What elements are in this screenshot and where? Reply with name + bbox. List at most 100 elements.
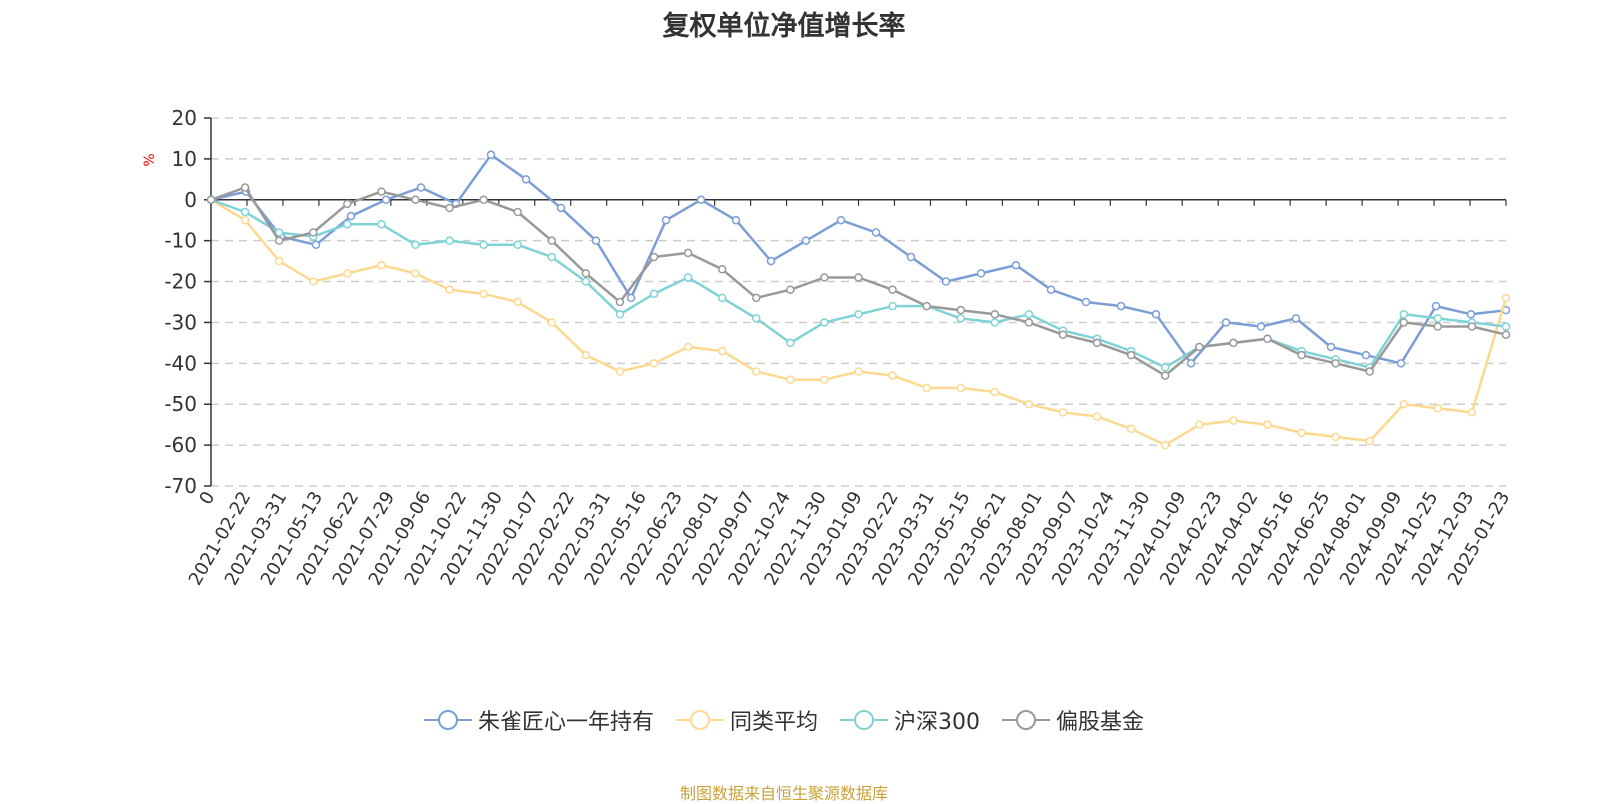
data-point-3-35[interactable] bbox=[1399, 318, 1409, 327]
data-point-1-1[interactable] bbox=[240, 215, 250, 225]
data-point-3-25[interactable] bbox=[1058, 330, 1068, 339]
data-point-0-12[interactable] bbox=[626, 293, 636, 303]
data-point-3-20[interactable] bbox=[888, 285, 897, 294]
data-point-2-35[interactable] bbox=[1399, 310, 1409, 319]
data-point-3-14[interactable] bbox=[683, 248, 693, 258]
data-point-2-18[interactable] bbox=[820, 318, 829, 327]
data-point-0-15[interactable] bbox=[731, 215, 741, 225]
data-point-0-33[interactable] bbox=[1361, 350, 1371, 360]
data-point-0-21[interactable] bbox=[941, 277, 951, 286]
data-point-1-31[interactable] bbox=[1263, 420, 1272, 429]
data-point-1-21[interactable] bbox=[922, 383, 931, 393]
data-point-1-33[interactable] bbox=[1331, 432, 1340, 442]
data-point-3-30[interactable] bbox=[1229, 338, 1238, 348]
data-point-0-35[interactable] bbox=[1431, 301, 1441, 311]
data-point-3-19[interactable] bbox=[854, 273, 863, 282]
data-point-3-21[interactable] bbox=[922, 301, 931, 311]
data-point-1-14[interactable] bbox=[683, 342, 693, 352]
data-point-2-19[interactable] bbox=[854, 310, 863, 319]
data-point-2-20[interactable] bbox=[888, 301, 897, 311]
data-point-2-16[interactable] bbox=[752, 314, 761, 323]
data-point-3-0[interactable] bbox=[206, 195, 216, 205]
legend-item-zhuque[interactable]: 朱雀匠心一年持有 bbox=[423, 704, 654, 736]
data-point-3-1[interactable] bbox=[240, 183, 250, 192]
data-point-2-9[interactable] bbox=[513, 240, 522, 250]
data-point-2-6[interactable] bbox=[411, 240, 420, 250]
data-point-3-10[interactable] bbox=[547, 236, 557, 245]
legend-item-category-average[interactable]: 同类平均 bbox=[675, 704, 818, 736]
legend-item-equity-fund[interactable]: 偏股基金 bbox=[1002, 704, 1144, 736]
data-point-3-3[interactable] bbox=[308, 228, 318, 237]
data-point-3-4[interactable] bbox=[343, 199, 352, 209]
data-point-1-36[interactable] bbox=[1433, 404, 1443, 413]
data-point-0-31[interactable] bbox=[1291, 314, 1301, 323]
data-point-3-29[interactable] bbox=[1195, 342, 1204, 352]
data-point-1-3[interactable] bbox=[308, 277, 318, 286]
data-point-3-7[interactable] bbox=[445, 203, 454, 213]
data-point-3-12[interactable] bbox=[615, 297, 625, 307]
data-point-3-33[interactable] bbox=[1331, 359, 1340, 368]
data-point-0-27[interactable] bbox=[1151, 310, 1161, 319]
data-point-1-25[interactable] bbox=[1058, 408, 1068, 417]
data-point-3-13[interactable] bbox=[649, 252, 659, 262]
data-point-1-5[interactable] bbox=[377, 260, 386, 270]
data-point-2-5[interactable] bbox=[377, 220, 386, 229]
data-point-3-9[interactable] bbox=[513, 207, 522, 217]
data-point-1-37[interactable] bbox=[1467, 408, 1477, 417]
data-point-0-22[interactable] bbox=[976, 269, 986, 278]
data-point-0-32[interactable] bbox=[1326, 342, 1336, 352]
data-point-1-4[interactable] bbox=[343, 269, 352, 278]
data-point-3-28[interactable] bbox=[1160, 371, 1170, 380]
data-point-1-35[interactable] bbox=[1399, 399, 1409, 409]
data-point-0-14[interactable] bbox=[696, 195, 706, 205]
data-point-1-7[interactable] bbox=[445, 285, 454, 294]
legend-item-hs300[interactable]: 沪深300 bbox=[840, 704, 980, 736]
data-point-0-36[interactable] bbox=[1466, 310, 1476, 319]
data-point-3-24[interactable] bbox=[1024, 318, 1034, 327]
data-point-1-11[interactable] bbox=[581, 350, 591, 360]
data-point-1-8[interactable] bbox=[479, 289, 488, 299]
data-point-0-9[interactable] bbox=[521, 175, 531, 184]
data-point-1-17[interactable] bbox=[786, 375, 795, 384]
data-point-1-28[interactable] bbox=[1160, 440, 1170, 450]
data-point-3-11[interactable] bbox=[581, 269, 591, 278]
data-point-2-22[interactable] bbox=[956, 314, 965, 323]
data-point-2-15[interactable] bbox=[717, 293, 727, 303]
data-point-3-8[interactable] bbox=[479, 195, 488, 205]
data-point-2-10[interactable] bbox=[547, 252, 557, 262]
data-point-2-12[interactable] bbox=[615, 310, 625, 319]
data-point-3-16[interactable] bbox=[752, 293, 761, 303]
data-point-2-24[interactable] bbox=[1024, 310, 1034, 319]
data-point-0-16[interactable] bbox=[766, 256, 776, 266]
data-point-1-30[interactable] bbox=[1229, 416, 1238, 425]
data-point-0-4[interactable] bbox=[346, 211, 356, 221]
data-point-3-15[interactable] bbox=[717, 265, 727, 274]
data-point-3-18[interactable] bbox=[820, 273, 829, 282]
data-point-3-32[interactable] bbox=[1297, 350, 1306, 360]
data-point-3-37[interactable] bbox=[1467, 322, 1477, 331]
data-point-0-30[interactable] bbox=[1256, 322, 1266, 331]
data-point-1-38[interactable] bbox=[1501, 293, 1511, 303]
data-point-1-13[interactable] bbox=[649, 359, 659, 368]
data-point-0-28[interactable] bbox=[1186, 359, 1196, 368]
data-point-2-1[interactable] bbox=[240, 207, 250, 217]
data-point-0-8[interactable] bbox=[486, 150, 496, 160]
data-point-0-20[interactable] bbox=[906, 252, 916, 262]
data-point-3-34[interactable] bbox=[1365, 367, 1374, 376]
data-point-1-12[interactable] bbox=[615, 367, 625, 376]
data-point-0-5[interactable] bbox=[381, 195, 391, 205]
data-point-2-4[interactable] bbox=[343, 220, 352, 229]
data-point-1-24[interactable] bbox=[1024, 399, 1034, 409]
data-point-1-26[interactable] bbox=[1092, 412, 1102, 421]
data-point-2-14[interactable] bbox=[683, 273, 693, 282]
data-point-2-17[interactable] bbox=[786, 338, 795, 348]
data-point-3-2[interactable] bbox=[274, 236, 284, 245]
data-point-1-19[interactable] bbox=[854, 367, 863, 376]
data-point-2-28[interactable] bbox=[1160, 363, 1170, 372]
data-point-1-2[interactable] bbox=[274, 256, 284, 266]
data-point-0-17[interactable] bbox=[801, 236, 811, 245]
data-point-1-32[interactable] bbox=[1297, 428, 1306, 438]
data-point-0-6[interactable] bbox=[416, 183, 426, 192]
data-point-0-23[interactable] bbox=[1011, 260, 1021, 270]
data-point-0-13[interactable] bbox=[661, 215, 671, 225]
